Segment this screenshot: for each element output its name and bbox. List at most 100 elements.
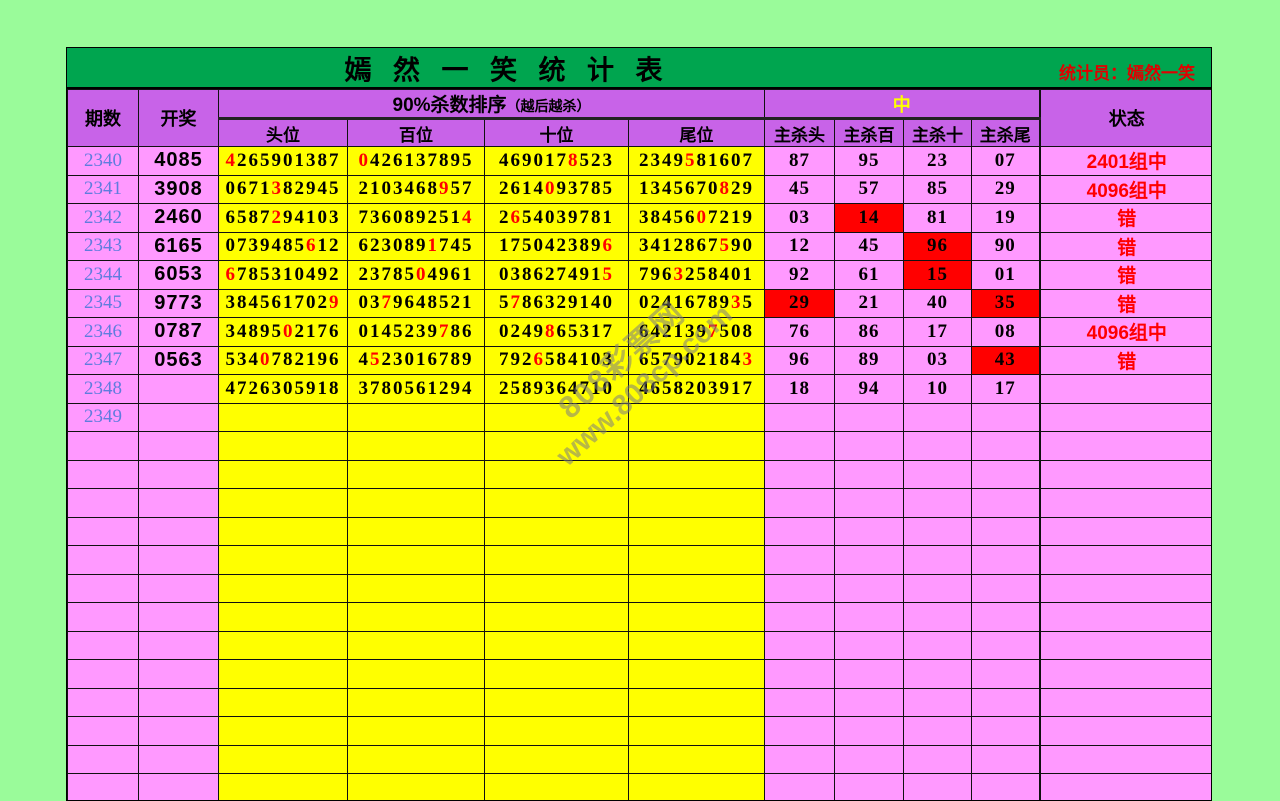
kill-cell bbox=[834, 659, 905, 689]
digit-cell: 0386274915 bbox=[484, 260, 629, 290]
kill-cell bbox=[764, 744, 836, 774]
draw-cell bbox=[138, 687, 219, 717]
kill-cell bbox=[834, 773, 905, 800]
kill-cell bbox=[971, 573, 1041, 603]
table-row: 2342 2460 6587294103 7360892514 2654039781 38… bbox=[67, 203, 1211, 233]
kill-cell: 94 bbox=[834, 374, 905, 404]
kill-cell bbox=[903, 744, 973, 774]
draw-cell bbox=[138, 716, 219, 746]
draw-cell bbox=[138, 573, 219, 603]
kill-cell bbox=[971, 545, 1041, 575]
kill-cell: 17 bbox=[971, 374, 1041, 404]
table-row bbox=[67, 773, 1211, 800]
draw-cell bbox=[138, 659, 219, 689]
digit-cell: 4658203917 bbox=[627, 374, 766, 404]
period-cell: 2340 bbox=[67, 146, 139, 176]
draw-cell bbox=[138, 630, 219, 660]
digit-cell bbox=[484, 573, 629, 603]
period-cell bbox=[67, 545, 139, 575]
digit-cell bbox=[627, 402, 766, 432]
status-cell: 错 bbox=[1038, 231, 1211, 261]
digit-cell: 0426137895 bbox=[347, 146, 485, 176]
digit-cell bbox=[218, 459, 348, 489]
digit-cell: 0671382945 bbox=[218, 174, 348, 204]
kill-cell bbox=[764, 545, 836, 575]
draw-cell bbox=[138, 773, 219, 800]
period-cell: 2345 bbox=[67, 288, 139, 318]
kill-cell bbox=[764, 573, 836, 603]
digit-cell: 7963258401 bbox=[627, 260, 766, 290]
kill-cell bbox=[971, 716, 1041, 746]
digit-cell bbox=[218, 687, 348, 717]
kill-cell bbox=[971, 773, 1041, 800]
digit-cell bbox=[627, 431, 766, 461]
period-cell bbox=[67, 602, 139, 632]
kill-cell bbox=[764, 516, 836, 546]
digit-cell bbox=[347, 459, 485, 489]
table-row bbox=[67, 516, 1211, 546]
kill-cell: 45 bbox=[764, 174, 836, 204]
kill-cell: 10 bbox=[903, 374, 973, 404]
table-row: 2347 0563 5340782196 4523016789 7926584103 65… bbox=[67, 345, 1211, 375]
digit-cell: 6421397508 bbox=[627, 317, 766, 347]
draw-cell bbox=[138, 402, 219, 432]
digit-cell: 3412867590 bbox=[627, 231, 766, 261]
digit-cell bbox=[218, 659, 348, 689]
draw-cell bbox=[138, 488, 219, 518]
digit-cell bbox=[347, 773, 485, 800]
digit-cell bbox=[627, 687, 766, 717]
kill-cell: 19 bbox=[971, 203, 1041, 233]
period-cell bbox=[67, 516, 139, 546]
status-cell bbox=[1038, 659, 1211, 689]
table-row: 2349 bbox=[67, 402, 1211, 432]
table-row: 2341 3908 0671382945 2103468957 2614093785 13… bbox=[67, 174, 1211, 204]
kill-cell: 96 bbox=[903, 231, 973, 261]
kill-cell bbox=[764, 773, 836, 800]
kill-cell: 95 bbox=[834, 146, 905, 176]
kill-cell bbox=[971, 516, 1041, 546]
kill-cell bbox=[903, 630, 973, 660]
draw-cell: 3908 bbox=[138, 174, 219, 204]
kill-cell: 35 bbox=[971, 288, 1041, 318]
kill-cell bbox=[764, 687, 836, 717]
table-row bbox=[67, 659, 1211, 689]
table-row bbox=[67, 431, 1211, 461]
clerk-label: 统计员：嫣然一笑 bbox=[1059, 64, 1195, 83]
header-kill-group: 90%杀数排序（越后越杀） bbox=[217, 89, 766, 120]
kill-cell bbox=[764, 431, 836, 461]
digit-cell bbox=[218, 431, 348, 461]
header-pos-ten: 十位 bbox=[484, 118, 629, 147]
period-cell bbox=[67, 744, 139, 774]
digit-cell: 1750423896 bbox=[484, 231, 629, 261]
digit-cell bbox=[627, 773, 766, 800]
status-cell bbox=[1038, 773, 1211, 800]
digit-cell bbox=[484, 431, 629, 461]
table-row: 2344 6053 6785310492 2378504961 0386274915 79… bbox=[67, 260, 1211, 290]
period-cell bbox=[67, 431, 139, 461]
draw-cell: 0563 bbox=[138, 345, 219, 375]
kill-cell: 87 bbox=[764, 146, 836, 176]
period-cell: 2344 bbox=[67, 260, 139, 290]
kill-cell bbox=[834, 488, 905, 518]
period-cell bbox=[67, 459, 139, 489]
digit-cell bbox=[347, 744, 485, 774]
digit-cell bbox=[484, 659, 629, 689]
status-cell bbox=[1038, 516, 1211, 546]
digit-cell: 0379648521 bbox=[347, 288, 485, 318]
kill-cell: 76 bbox=[764, 317, 836, 347]
digit-cell: 3780561294 bbox=[347, 374, 485, 404]
period-cell bbox=[67, 773, 139, 800]
header-pos-hundred: 百位 bbox=[347, 118, 485, 147]
draw-cell bbox=[138, 744, 219, 774]
period-cell bbox=[67, 488, 139, 518]
kill-group-label: 90%杀数排序 bbox=[392, 95, 507, 116]
digit-cell: 2349581607 bbox=[627, 146, 766, 176]
digit-cell bbox=[347, 630, 485, 660]
kill-group-note: （越后越杀） bbox=[506, 98, 591, 114]
status-cell: 错 bbox=[1038, 345, 1211, 375]
period-cell: 2343 bbox=[67, 231, 139, 261]
table-row bbox=[67, 459, 1211, 489]
kill-cell bbox=[764, 602, 836, 632]
kill-cell: 08 bbox=[971, 317, 1041, 347]
digit-cell bbox=[627, 459, 766, 489]
